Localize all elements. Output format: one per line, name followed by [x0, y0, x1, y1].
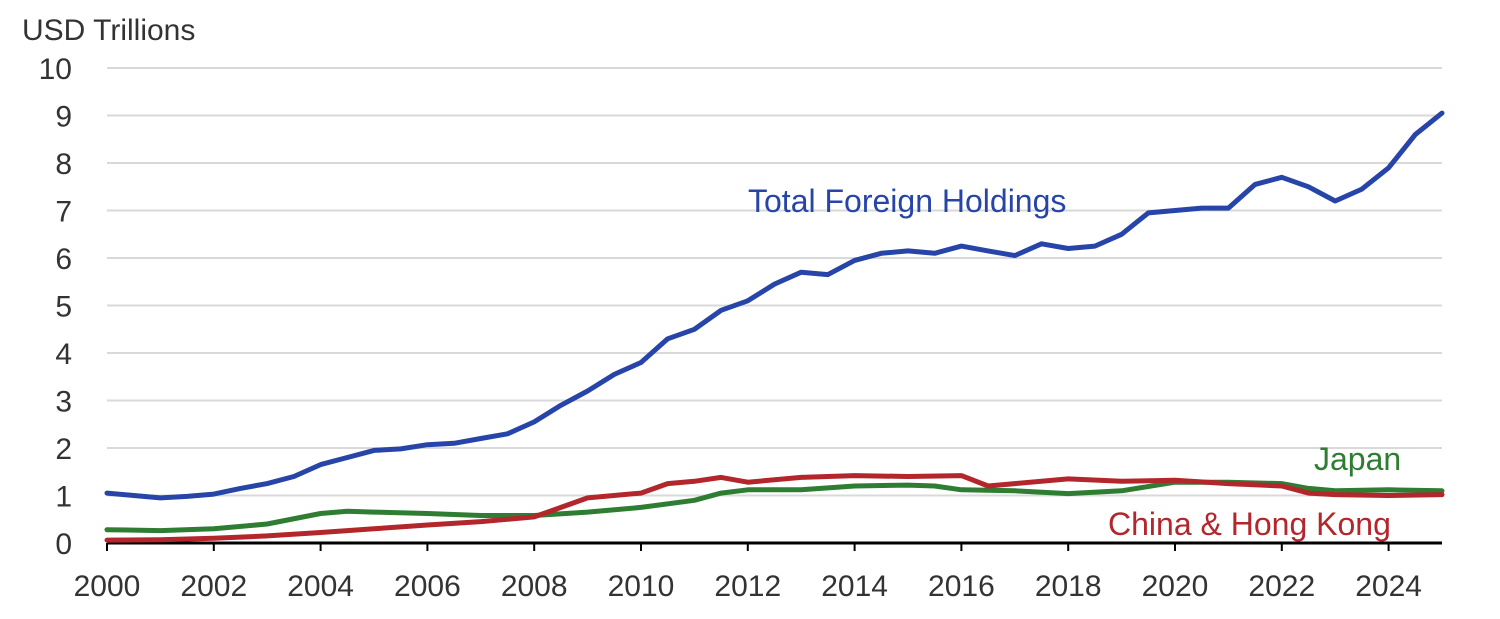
x-tick-label-2006: 2006 [394, 570, 461, 603]
series-line-china [104, 473, 1445, 543]
series-label-china-hong-kong: China & Hong Kong [1108, 506, 1391, 542]
series-label-japan: Japan [1314, 441, 1401, 477]
x-tick-label-2022: 2022 [1248, 570, 1315, 603]
y-tick-label-6: 6 [55, 243, 72, 276]
x-tick-label-2016: 2016 [928, 570, 995, 603]
gridlines [107, 67, 1442, 497]
x-tick-label-2000: 2000 [74, 570, 141, 603]
series-line-total [104, 110, 1445, 501]
x-tick-label-2004: 2004 [287, 570, 354, 603]
y-tick-label-9: 9 [55, 101, 72, 134]
series-lines [104, 110, 1445, 543]
y-tick-label-10: 10 [39, 53, 72, 86]
y-axis-unit-label: USD Trillions [22, 14, 195, 47]
y-tick-label-4: 4 [55, 338, 72, 371]
x-axis-tick-labels: 2000 2002 2004 2006 2008 2010 2012 2014 2016 2018… [74, 570, 1422, 603]
y-tick-label-7: 7 [55, 196, 72, 229]
x-tick-label-2020: 2020 [1142, 570, 1209, 603]
x-tick-label-2012: 2012 [714, 570, 781, 603]
y-tick-label-8: 8 [55, 148, 72, 181]
x-tick-label-2010: 2010 [608, 570, 675, 603]
y-tick-label-2: 2 [55, 433, 72, 466]
y-tick-label-1: 1 [55, 481, 72, 514]
y-tick-label-5: 5 [55, 291, 72, 324]
x-axis-tick-marks [106, 543, 1390, 551]
x-tick-label-2008: 2008 [501, 570, 568, 603]
x-tick-label-2002: 2002 [180, 570, 247, 603]
series-label-total-foreign-holdings: Total Foreign Holdings [748, 183, 1066, 219]
x-tick-label-2014: 2014 [821, 570, 888, 603]
y-tick-label-3: 3 [55, 386, 72, 419]
y-axis-tick-labels: 0 1 2 3 4 5 6 7 8 9 10 [39, 53, 72, 561]
x-tick-label-2024: 2024 [1355, 570, 1422, 603]
x-tick-label-2018: 2018 [1035, 570, 1102, 603]
y-tick-label-0: 0 [55, 528, 72, 561]
